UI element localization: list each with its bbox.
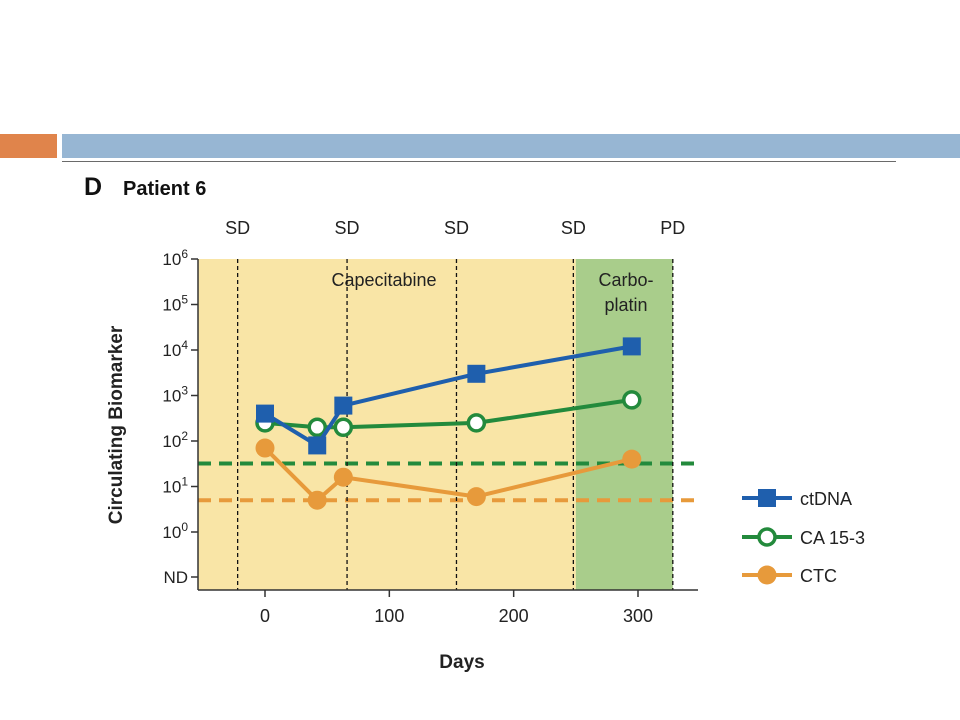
y-tick-label: ND: [163, 568, 188, 587]
x-tick-label: 200: [499, 606, 529, 626]
x-tick-label: 0: [260, 606, 270, 626]
x-tick-label: 300: [623, 606, 653, 626]
data-point-ctdna: [308, 436, 327, 455]
panel-title: Patient 6: [123, 178, 206, 200]
legend-label-ca-15-3: CA 15-3: [800, 528, 865, 548]
y-tick-label: 100: [162, 520, 188, 542]
data-point-ctdna: [256, 404, 274, 423]
data-point-ca-15-3: [466, 413, 487, 433]
region-label-carboplatin-line: platin: [604, 295, 647, 315]
response-marker-label: SD: [225, 218, 250, 238]
y-tick-label: 106: [162, 247, 188, 269]
legend-swatch-marker-ctc: [757, 565, 777, 585]
data-point-ctc: [255, 438, 275, 458]
title-accent-bar-blue: [62, 134, 960, 158]
treatment-region-carboplatin: [575, 259, 673, 590]
y-tick-label: 105: [162, 293, 188, 315]
data-point-ctc: [307, 490, 327, 510]
panel-letter: D: [84, 173, 102, 201]
legend-swatch-marker-ca-15-3: [757, 527, 777, 547]
legend-label-ctdna: ctDNA: [800, 489, 852, 509]
data-point-ctdna: [334, 396, 353, 415]
x-axis-title: Days: [439, 652, 484, 673]
y-tick-label: 101: [162, 475, 188, 497]
data-point-ctc: [333, 467, 353, 487]
y-axis-title: Circulating Biomarker: [106, 325, 127, 524]
response-marker-label: SD: [561, 218, 586, 238]
legend-swatch-marker-ctdna: [758, 489, 776, 507]
data-point-ctc: [466, 487, 486, 507]
y-tick-label: 102: [162, 429, 188, 451]
y-tick-label: 103: [162, 384, 188, 406]
title-accent-bar-orange: [0, 134, 57, 158]
data-point-ca-15-3: [333, 417, 354, 438]
region-label-carboplatin-line: Carbo-: [598, 270, 653, 290]
response-marker-label: SD: [444, 218, 469, 238]
legend-label-ctc: CTC: [800, 566, 837, 586]
response-marker-label: SD: [335, 218, 360, 238]
data-point-ca-15-3: [622, 390, 642, 410]
data-point-ca-15-3: [307, 417, 327, 438]
title-divider: [62, 161, 896, 162]
y-tick-label: 104: [162, 338, 188, 360]
region-label-capecitabine: Capecitabine: [331, 270, 436, 290]
data-point-ctdna: [622, 337, 641, 356]
data-point-ctdna: [467, 364, 486, 383]
response-marker-label: PD: [660, 218, 685, 238]
x-tick-label: 100: [374, 606, 404, 626]
data-point-ctc: [622, 449, 642, 469]
